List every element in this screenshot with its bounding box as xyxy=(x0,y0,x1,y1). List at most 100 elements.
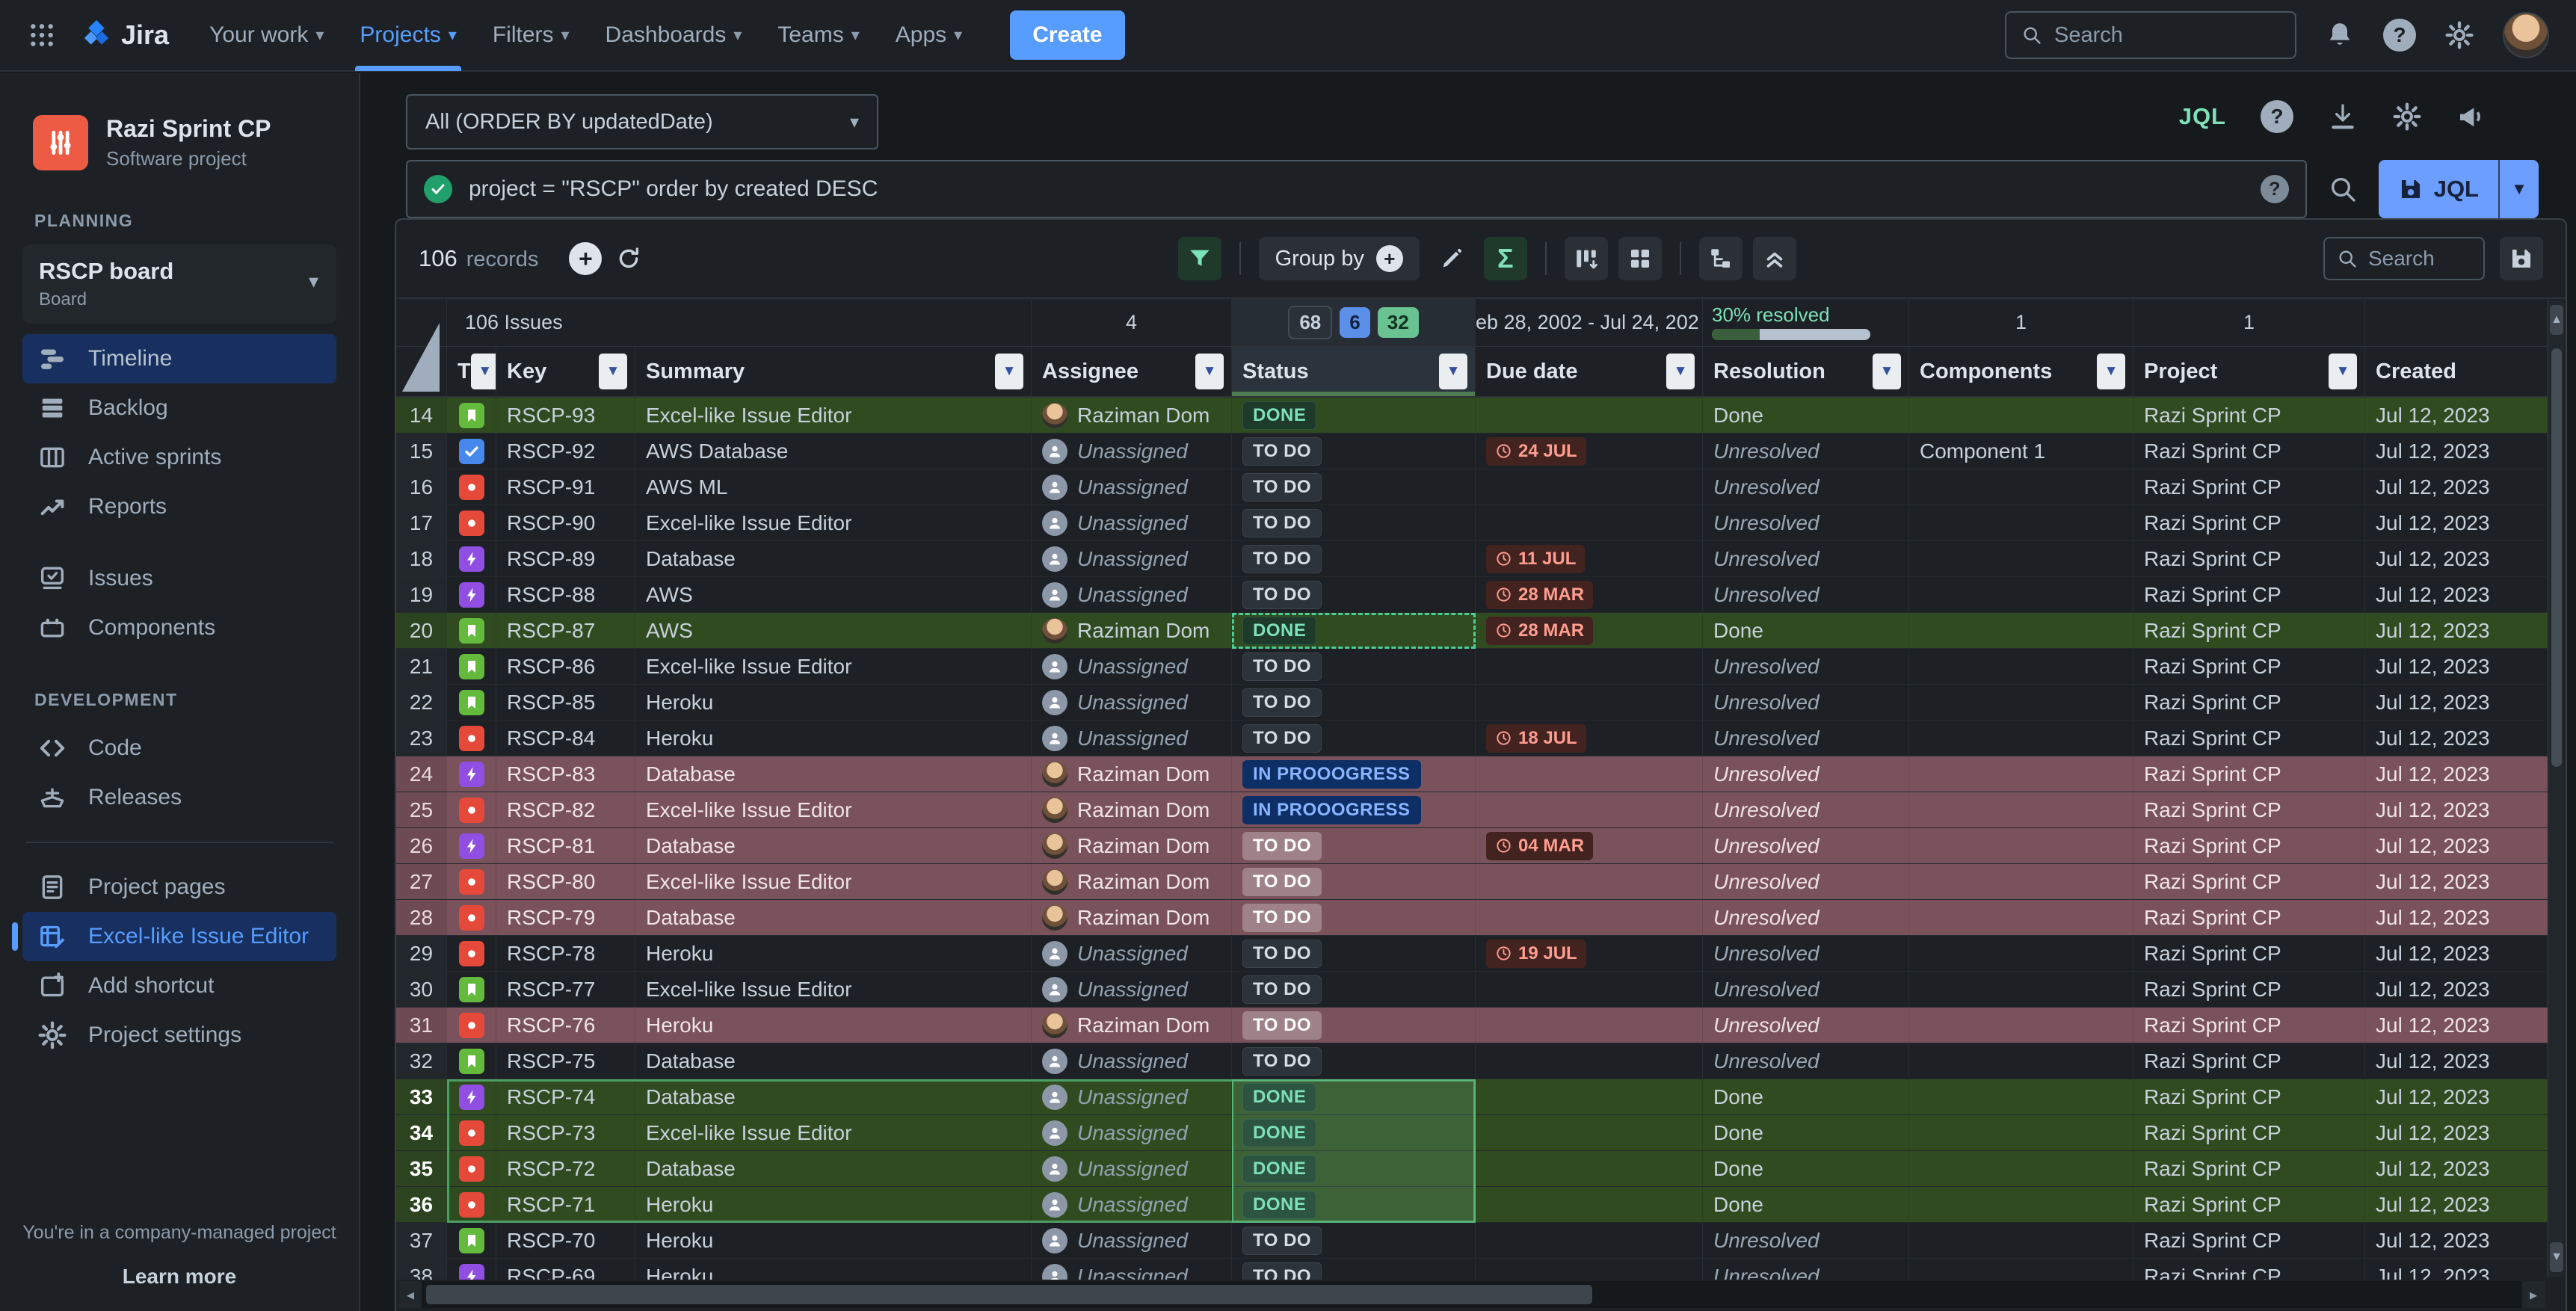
components-cell[interactable] xyxy=(1909,1008,2133,1043)
assignee-cell[interactable]: Unassigned xyxy=(1032,1151,1232,1186)
status-cell[interactable]: IN PROOOGRESS xyxy=(1232,792,1476,827)
issue-type-cell[interactable] xyxy=(447,900,496,935)
resolution-cell[interactable]: Unresolved xyxy=(1703,505,1909,540)
resolution-cell[interactable]: Unresolved xyxy=(1703,1259,1909,1280)
due-date-cell[interactable] xyxy=(1476,900,1703,935)
assignee-cell[interactable]: Unassigned xyxy=(1032,469,1232,505)
created-cell[interactable]: Jul 12, 2023 xyxy=(2365,1043,2548,1079)
nav-item-apps[interactable]: Apps ▾ xyxy=(878,0,980,71)
issue-key-cell[interactable]: RSCP-71 xyxy=(496,1187,635,1222)
table-search-input[interactable]: Search xyxy=(2323,237,2485,280)
issue-type-cell[interactable] xyxy=(447,1008,496,1043)
project-cell[interactable]: Razi Sprint CP xyxy=(2133,792,2365,827)
project-cell[interactable]: Razi Sprint CP xyxy=(2133,972,2365,1007)
issue-type-cell[interactable] xyxy=(447,721,496,756)
assignee-cell[interactable]: Unassigned xyxy=(1032,1187,1232,1222)
project-cell[interactable]: Razi Sprint CP xyxy=(2133,505,2365,540)
sidebar-item-add-shortcut[interactable]: Add shortcut xyxy=(22,961,336,1011)
issue-type-cell[interactable] xyxy=(447,756,496,792)
nav-item-dashboards[interactable]: Dashboards ▾ xyxy=(588,0,760,71)
sidebar-item-active-sprints[interactable]: Active sprints xyxy=(22,433,336,482)
row-number-cell[interactable]: 32 xyxy=(396,1043,447,1079)
due-date-cell[interactable]: 18 JUL xyxy=(1476,721,1703,756)
issue-type-cell[interactable] xyxy=(447,398,496,433)
resolution-cell[interactable]: Done xyxy=(1703,398,1909,433)
issue-type-cell[interactable] xyxy=(447,792,496,827)
status-cell[interactable]: DONE xyxy=(1232,1115,1476,1150)
row-number-cell[interactable]: 23 xyxy=(396,721,447,756)
status-cell[interactable]: TO DO xyxy=(1232,541,1476,576)
created-cell[interactable]: Jul 12, 2023 xyxy=(2365,649,2548,684)
issue-type-cell[interactable] xyxy=(447,434,496,469)
notifications-icon[interactable] xyxy=(2325,20,2355,50)
status-cell[interactable]: DONE xyxy=(1232,1187,1476,1222)
assignee-cell[interactable]: Unassigned xyxy=(1032,1043,1232,1079)
status-cell[interactable]: DONE xyxy=(1232,398,1476,433)
due-date-cell[interactable] xyxy=(1476,1008,1703,1043)
issue-key-cell[interactable]: RSCP-79 xyxy=(496,900,635,935)
column-header-components[interactable]: Components ▼ xyxy=(1909,347,2133,396)
issue-key-cell[interactable]: RSCP-86 xyxy=(496,649,635,684)
status-cell[interactable]: TO DO xyxy=(1232,1008,1476,1043)
created-cell[interactable]: Jul 12, 2023 xyxy=(2365,505,2548,540)
row-number-cell[interactable]: 37 xyxy=(396,1223,447,1258)
row-number-cell[interactable]: 28 xyxy=(396,900,447,935)
table-row[interactable]: 29 RSCP-78 Heroku Unassigned TO DO 19 JUL Unre… xyxy=(396,936,2548,972)
issue-key-cell[interactable]: RSCP-85 xyxy=(496,685,635,720)
components-cell[interactable] xyxy=(1909,1115,2133,1150)
components-cell[interactable] xyxy=(1909,613,2133,648)
status-cell[interactable]: DONE xyxy=(1232,613,1476,648)
issue-type-cell[interactable] xyxy=(447,469,496,505)
table-row[interactable]: 14 RSCP-93 Excel-like Issue Editor Raziman … xyxy=(396,398,2548,434)
column-header-status[interactable]: Status ▼ xyxy=(1232,347,1476,396)
created-cell[interactable]: Jul 12, 2023 xyxy=(2365,1115,2548,1150)
sidebar-item-code[interactable]: Code xyxy=(22,724,336,773)
summary-cell[interactable]: Heroku xyxy=(635,936,1032,971)
assignee-cell[interactable]: Unassigned xyxy=(1032,577,1232,612)
due-date-cell[interactable] xyxy=(1476,1151,1703,1186)
project-cell[interactable]: Razi Sprint CP xyxy=(2133,900,2365,935)
resolution-cell[interactable]: Unresolved xyxy=(1703,1223,1909,1258)
help-icon[interactable]: ? xyxy=(2383,19,2416,52)
column-header-assignee[interactable]: Assignee ▼ xyxy=(1032,347,1232,396)
issue-key-cell[interactable]: RSCP-82 xyxy=(496,792,635,827)
created-cell[interactable]: Jul 12, 2023 xyxy=(2365,1151,2548,1186)
project-cell[interactable]: Razi Sprint CP xyxy=(2133,1043,2365,1079)
nav-item-projects[interactable]: Projects ▾ xyxy=(342,0,474,71)
resolution-cell[interactable]: Done xyxy=(1703,1187,1909,1222)
issue-type-cell[interactable] xyxy=(447,541,496,576)
assignee-cell[interactable]: Unassigned xyxy=(1032,649,1232,684)
due-date-cell[interactable] xyxy=(1476,649,1703,684)
table-row[interactable]: 17 RSCP-90 Excel-like Issue Editor Unassign… xyxy=(396,505,2548,541)
issue-key-cell[interactable]: RSCP-84 xyxy=(496,721,635,756)
issue-key-cell[interactable]: RSCP-91 xyxy=(496,469,635,505)
issue-type-cell[interactable] xyxy=(447,864,496,899)
status-cell[interactable]: TO DO xyxy=(1232,1223,1476,1258)
created-cell[interactable]: Jul 12, 2023 xyxy=(2365,577,2548,612)
sidebar-item-components[interactable]: Components xyxy=(22,603,336,653)
status-cell[interactable]: TO DO xyxy=(1232,649,1476,684)
resolution-cell[interactable]: Done xyxy=(1703,1151,1909,1186)
summary-cell[interactable]: Excel-like Issue Editor xyxy=(635,398,1032,433)
components-cell[interactable] xyxy=(1909,398,2133,433)
components-cell[interactable] xyxy=(1909,972,2133,1007)
resolution-cell[interactable]: Unresolved xyxy=(1703,1043,1909,1079)
components-cell[interactable] xyxy=(1909,792,2133,827)
assignee-cell[interactable]: Unassigned xyxy=(1032,936,1232,971)
issue-type-cell[interactable] xyxy=(447,1187,496,1222)
due-date-cell[interactable] xyxy=(1476,1043,1703,1079)
app-switcher-icon[interactable] xyxy=(27,20,57,50)
status-cell[interactable]: TO DO xyxy=(1232,721,1476,756)
table-row[interactable]: 31 RSCP-76 Heroku Raziman Dom TO DO Unresolve… xyxy=(396,1008,2548,1043)
created-cell[interactable]: Jul 12, 2023 xyxy=(2365,1259,2548,1280)
assignee-cell[interactable]: Unassigned xyxy=(1032,434,1232,469)
save-jql-button[interactable]: JQL ▼ xyxy=(2378,160,2539,218)
column-filter-button[interactable]: ▼ xyxy=(1195,354,1224,389)
filter-button[interactable] xyxy=(1177,237,1221,280)
table-row[interactable]: 18 RSCP-89 Database Unassigned TO DO 11 JUL Un… xyxy=(396,541,2548,577)
project-cell[interactable]: Razi Sprint CP xyxy=(2133,864,2365,899)
status-cell[interactable]: DONE xyxy=(1232,1151,1476,1186)
status-cell[interactable]: TO DO xyxy=(1232,685,1476,720)
project-cell[interactable]: Razi Sprint CP xyxy=(2133,398,2365,433)
created-cell[interactable]: Jul 12, 2023 xyxy=(2365,900,2548,935)
